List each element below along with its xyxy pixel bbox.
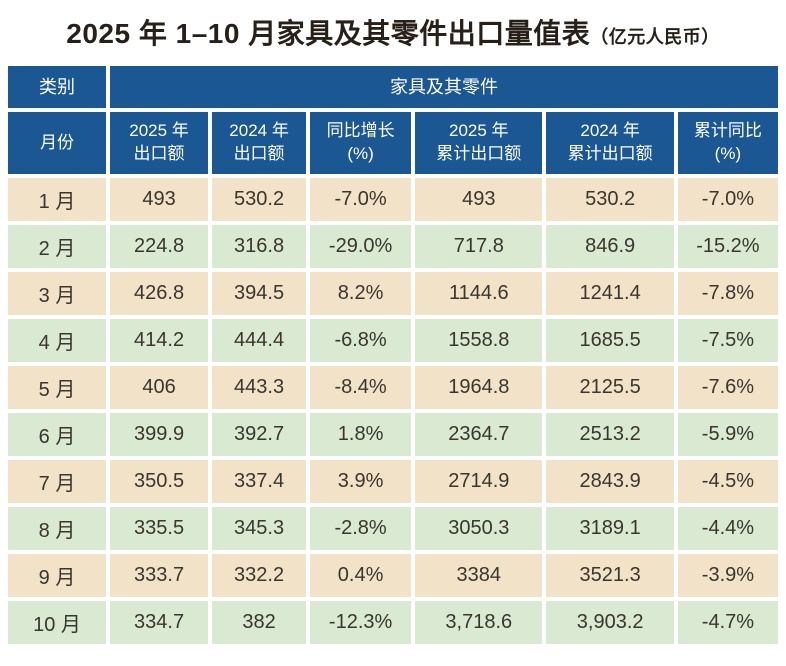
month-cell: 2 月 xyxy=(8,225,107,268)
header-col-export-2024: 2024 年 出口额 xyxy=(212,112,307,174)
value-cell: -7.6% xyxy=(677,366,778,409)
month-cell: 8 月 xyxy=(8,507,107,550)
value-cell: 530.2 xyxy=(212,178,307,221)
value-cell: 392.7 xyxy=(212,413,307,456)
value-cell: -8.4% xyxy=(310,366,412,409)
value-cell: 2125.5 xyxy=(546,366,674,409)
value-cell: 3.9% xyxy=(310,460,412,503)
value-cell: 0.4% xyxy=(310,554,412,597)
month-cell: 4 月 xyxy=(8,319,107,362)
header-month: 月份 xyxy=(8,112,107,174)
value-cell: 444.4 xyxy=(212,319,307,362)
table-row: 9 月 333.7 332.2 0.4% 3384 3521.3 -3.9% xyxy=(8,554,778,597)
value-cell: 1241.4 xyxy=(546,272,674,315)
value-cell: 399.9 xyxy=(110,413,209,456)
value-cell: 345.3 xyxy=(212,507,307,550)
header-col-cumulative-2024: 2024 年 累计出口额 xyxy=(546,112,674,174)
value-cell: -29.0% xyxy=(310,225,412,268)
value-cell: -15.2% xyxy=(677,225,778,268)
value-cell: 333.7 xyxy=(110,554,209,597)
value-cell: 717.8 xyxy=(415,225,543,268)
export-data-table: 类别 家具及其零件 月份 2025 年 出口额 2024 年 出口额 同比增长 … xyxy=(4,62,782,648)
table-row: 5 月 406 443.3 -8.4% 1964.8 2125.5 -7.6% xyxy=(8,366,778,409)
value-cell: 1964.8 xyxy=(415,366,543,409)
table-row: 3 月 426.8 394.5 8.2% 1144.6 1241.4 -7.8% xyxy=(8,272,778,315)
header-col-cumulative-yoy: 累计同比 (%) xyxy=(677,112,778,174)
month-cell: 1 月 xyxy=(8,178,107,221)
month-cell: 5 月 xyxy=(8,366,107,409)
value-cell: 426.8 xyxy=(110,272,209,315)
value-cell: 1685.5 xyxy=(546,319,674,362)
value-cell: 493 xyxy=(110,178,209,221)
value-cell: -7.0% xyxy=(310,178,412,221)
month-cell: 9 月 xyxy=(8,554,107,597)
value-cell: -3.9% xyxy=(677,554,778,597)
month-cell: 6 月 xyxy=(8,413,107,456)
header-group-label: 家具及其零件 xyxy=(110,66,778,108)
value-cell: 8.2% xyxy=(310,272,412,315)
value-cell: -7.5% xyxy=(677,319,778,362)
table-body: 1 月 493 530.2 -7.0% 493 530.2 -7.0% 2 月 224.8 316… xyxy=(8,178,778,644)
table-row: 2 月 224.8 316.8 -29.0% 717.8 846.9 -15.2% xyxy=(8,225,778,268)
table-row: 6 月 399.9 392.7 1.8% 2364.7 2513.2 -5.9% xyxy=(8,413,778,456)
page-title: 2025 年 1–10 月家具及其零件出口量值表（亿元人民币） xyxy=(0,0,786,62)
header-group-row: 类别 家具及其零件 xyxy=(8,66,778,108)
value-cell: 3189.1 xyxy=(546,507,674,550)
value-cell: 3050.3 xyxy=(415,507,543,550)
value-cell: 316.8 xyxy=(212,225,307,268)
value-cell: 493 xyxy=(415,178,543,221)
value-cell: -5.9% xyxy=(677,413,778,456)
value-cell: 3521.3 xyxy=(546,554,674,597)
value-cell: 3,718.6 xyxy=(415,601,543,644)
value-cell: 3,903.2 xyxy=(546,601,674,644)
value-cell: 443.3 xyxy=(212,366,307,409)
month-cell: 10 月 xyxy=(8,601,107,644)
month-cell: 3 月 xyxy=(8,272,107,315)
value-cell: 334.7 xyxy=(110,601,209,644)
value-cell: 3384 xyxy=(415,554,543,597)
value-cell: 1.8% xyxy=(310,413,412,456)
table-row: 1 月 493 530.2 -7.0% 493 530.2 -7.0% xyxy=(8,178,778,221)
value-cell: -4.7% xyxy=(677,601,778,644)
value-cell: 350.5 xyxy=(110,460,209,503)
month-cell: 7 月 xyxy=(8,460,107,503)
value-cell: 846.9 xyxy=(546,225,674,268)
value-cell: -7.0% xyxy=(677,178,778,221)
table-row: 7 月 350.5 337.4 3.9% 2714.9 2843.9 -4.5% xyxy=(8,460,778,503)
page-title-main: 2025 年 1–10 月家具及其零件出口量值表 xyxy=(66,18,591,49)
table-row: 10 月 334.7 382 -12.3% 3,718.6 3,903.2 -4.7% xyxy=(8,601,778,644)
value-cell: 1558.8 xyxy=(415,319,543,362)
value-cell: 2714.9 xyxy=(415,460,543,503)
header-columns-row: 月份 2025 年 出口额 2024 年 出口额 同比增长 (%) 2025 年… xyxy=(8,112,778,174)
value-cell: 2843.9 xyxy=(546,460,674,503)
table-row: 4 月 414.2 444.4 -6.8% 1558.8 1685.5 -7.5% xyxy=(8,319,778,362)
value-cell: 406 xyxy=(110,366,209,409)
value-cell: -2.8% xyxy=(310,507,412,550)
page-title-unit: （亿元人民币） xyxy=(590,27,720,47)
value-cell: 2513.2 xyxy=(546,413,674,456)
header-col-export-2025: 2025 年 出口额 xyxy=(110,112,209,174)
value-cell: 224.8 xyxy=(110,225,209,268)
header-col-cumulative-2025: 2025 年 累计出口额 xyxy=(415,112,543,174)
header-col-yoy-growth: 同比增长 (%) xyxy=(310,112,412,174)
value-cell: 414.2 xyxy=(110,319,209,362)
value-cell: 335.5 xyxy=(110,507,209,550)
table-row: 8 月 335.5 345.3 -2.8% 3050.3 3189.1 -4.4% xyxy=(8,507,778,550)
value-cell: 1144.6 xyxy=(415,272,543,315)
value-cell: 394.5 xyxy=(212,272,307,315)
value-cell: 382 xyxy=(212,601,307,644)
value-cell: -4.5% xyxy=(677,460,778,503)
value-cell: 2364.7 xyxy=(415,413,543,456)
value-cell: 337.4 xyxy=(212,460,307,503)
header-category: 类别 xyxy=(8,66,107,108)
value-cell: -6.8% xyxy=(310,319,412,362)
table-header: 类别 家具及其零件 月份 2025 年 出口额 2024 年 出口额 同比增长 … xyxy=(8,66,778,174)
value-cell: 332.2 xyxy=(212,554,307,597)
value-cell: -12.3% xyxy=(310,601,412,644)
value-cell: -4.4% xyxy=(677,507,778,550)
value-cell: 530.2 xyxy=(546,178,674,221)
value-cell: -7.8% xyxy=(677,272,778,315)
